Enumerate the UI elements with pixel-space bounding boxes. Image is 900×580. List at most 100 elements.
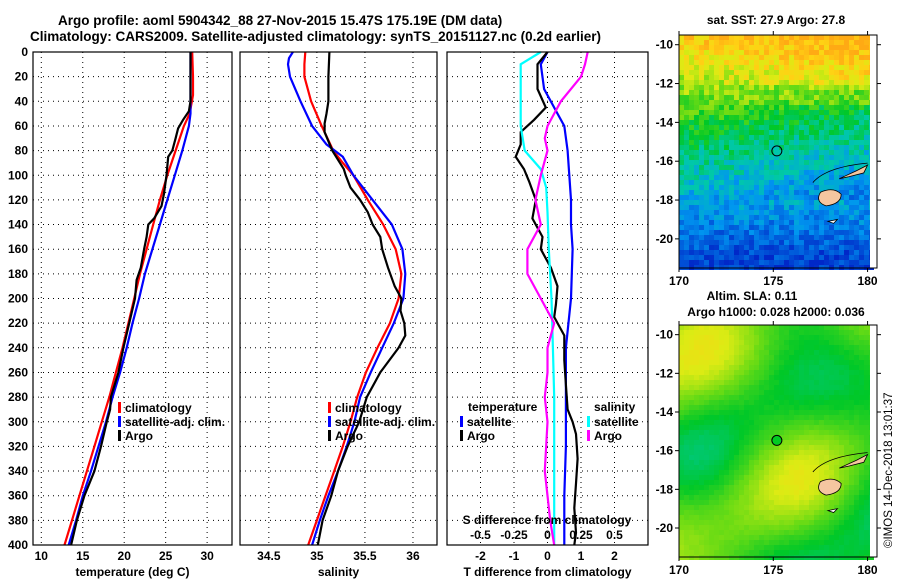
map-cell bbox=[849, 510, 854, 515]
map-cell bbox=[719, 475, 724, 480]
map-cell bbox=[684, 360, 689, 365]
map-cell bbox=[859, 550, 864, 555]
map-cell bbox=[684, 390, 689, 395]
map-cell bbox=[804, 325, 809, 330]
map-cell bbox=[784, 120, 789, 125]
map-cell bbox=[799, 125, 804, 130]
map-cell bbox=[724, 330, 729, 335]
map-cell bbox=[699, 525, 704, 530]
map-cell bbox=[779, 495, 784, 500]
map-cell bbox=[769, 525, 774, 530]
map-cell bbox=[864, 95, 869, 100]
map-cell bbox=[859, 510, 864, 515]
map-cell bbox=[739, 540, 744, 545]
map-cell bbox=[679, 365, 684, 370]
map-cell bbox=[824, 125, 829, 130]
map-cell bbox=[809, 255, 814, 260]
map-cell bbox=[799, 220, 804, 225]
map-cell bbox=[814, 85, 819, 90]
map-cell bbox=[739, 160, 744, 165]
map-cell bbox=[689, 80, 694, 85]
map-cell bbox=[799, 400, 804, 405]
map-cell bbox=[734, 540, 739, 545]
map-cell bbox=[759, 260, 764, 265]
map-cell bbox=[774, 125, 779, 130]
map-cell bbox=[809, 515, 814, 520]
map-cell bbox=[779, 425, 784, 430]
map-cell bbox=[714, 260, 719, 265]
map-cell bbox=[724, 525, 729, 530]
x-tick-label: -2 bbox=[475, 549, 486, 563]
map-cell bbox=[824, 360, 829, 365]
map-cell bbox=[744, 240, 749, 245]
map-cell bbox=[719, 245, 724, 250]
map-cell bbox=[689, 225, 694, 230]
map-cell bbox=[779, 475, 784, 480]
map-cell bbox=[789, 355, 794, 360]
map-cell bbox=[749, 350, 754, 355]
map-cell bbox=[839, 430, 844, 435]
map-cell bbox=[729, 380, 734, 385]
map-cell bbox=[764, 170, 769, 175]
map-cell bbox=[699, 200, 704, 205]
map-cell bbox=[754, 55, 759, 60]
map-cell bbox=[719, 455, 724, 460]
map-cell bbox=[754, 185, 759, 190]
map-cell bbox=[724, 90, 729, 95]
map-cell bbox=[819, 545, 824, 550]
map-cell bbox=[834, 385, 839, 390]
map-cell bbox=[744, 190, 749, 195]
map-cell bbox=[764, 480, 769, 485]
map-cell bbox=[764, 330, 769, 335]
map-cell bbox=[819, 205, 824, 210]
map-cell bbox=[739, 345, 744, 350]
map-cell bbox=[774, 115, 779, 120]
map-cell bbox=[699, 335, 704, 340]
map-cell bbox=[854, 120, 859, 125]
map-cell bbox=[754, 505, 759, 510]
map-cell bbox=[749, 200, 754, 205]
map-cell bbox=[839, 365, 844, 370]
map-cell bbox=[824, 535, 829, 540]
map-cell bbox=[859, 465, 864, 470]
map-cell bbox=[749, 530, 754, 535]
map-cell bbox=[734, 335, 739, 340]
map-cell bbox=[719, 510, 724, 515]
map-cell bbox=[864, 340, 869, 345]
map-cell bbox=[804, 360, 809, 365]
map-cell bbox=[839, 515, 844, 520]
map-cell bbox=[729, 240, 734, 245]
map-cell bbox=[744, 390, 749, 395]
map-cell bbox=[749, 515, 754, 520]
map-cell bbox=[844, 50, 849, 55]
map-cell bbox=[729, 475, 734, 480]
map-cell bbox=[799, 180, 804, 185]
map-cell bbox=[809, 335, 814, 340]
map-cell bbox=[784, 345, 789, 350]
map-cell bbox=[809, 415, 814, 420]
map-cell bbox=[844, 245, 849, 250]
map-cell bbox=[699, 510, 704, 515]
map-cell bbox=[724, 230, 729, 235]
map-cell bbox=[859, 385, 864, 390]
map-cell bbox=[714, 475, 719, 480]
map-cell bbox=[729, 125, 734, 130]
map-cell bbox=[739, 250, 744, 255]
map-cell bbox=[799, 370, 804, 375]
map-cell bbox=[809, 460, 814, 465]
map-cell bbox=[684, 490, 689, 495]
map-cell bbox=[724, 505, 729, 510]
map-cell bbox=[679, 195, 684, 200]
map-cell bbox=[739, 330, 744, 335]
map-cell bbox=[789, 420, 794, 425]
map-cell bbox=[724, 415, 729, 420]
map-cell bbox=[804, 75, 809, 80]
map-cell bbox=[784, 450, 789, 455]
map-cell bbox=[824, 80, 829, 85]
map-cell bbox=[734, 430, 739, 435]
map-cell bbox=[749, 520, 754, 525]
map-cell bbox=[799, 190, 804, 195]
map-cell bbox=[784, 55, 789, 60]
map-cell bbox=[814, 105, 819, 110]
